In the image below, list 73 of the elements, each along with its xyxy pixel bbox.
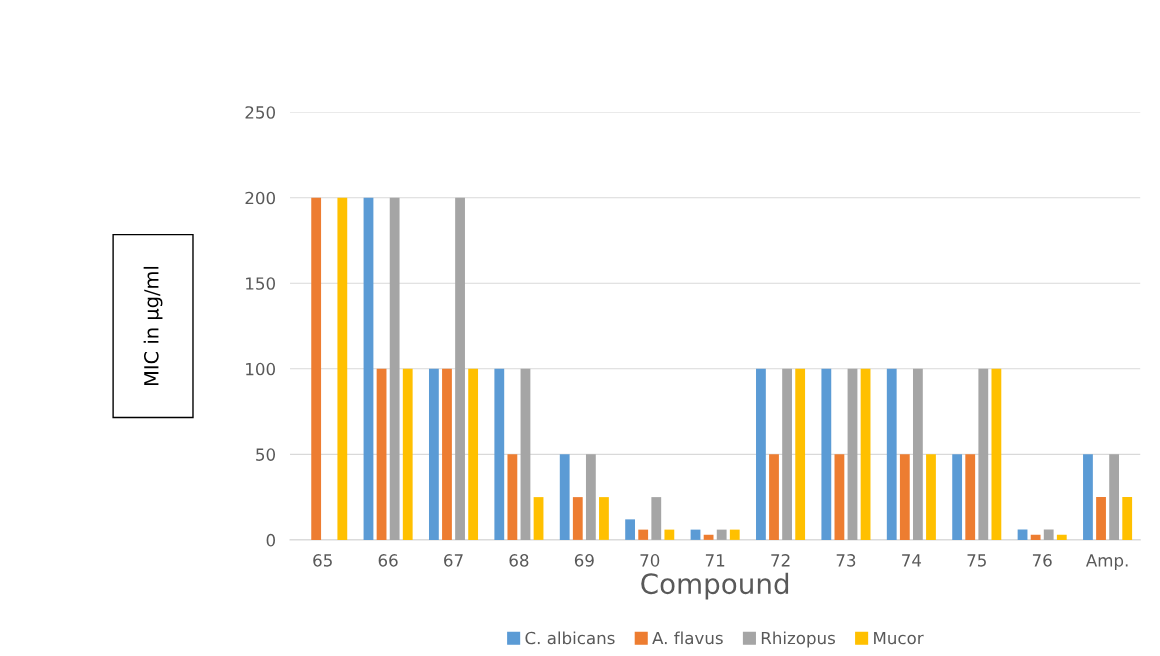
y-tick-label: 50 [256,448,275,461]
bar [533,497,544,540]
bar [926,454,936,540]
x-tick-label: 67 [444,554,463,567]
bar [1056,534,1067,540]
bar [468,368,479,540]
bar [363,197,374,540]
bar [1083,454,1093,540]
x-tick-label: 72 [771,554,790,567]
bar [376,368,387,540]
bar [337,197,348,540]
bar [599,497,609,540]
bar [860,368,871,540]
bar [912,368,923,540]
bar [769,454,779,540]
bar [795,368,806,540]
y-tick-label: 150 [246,277,275,290]
bar [520,368,531,540]
bar [507,454,518,540]
x-tick-label: 76 [1032,554,1052,567]
bar [572,497,583,540]
bar [638,529,649,540]
bar [1043,529,1054,540]
bar [847,368,858,540]
bar [729,529,740,540]
bar [782,368,792,540]
bar [664,529,675,540]
bar [965,454,976,540]
bar [991,368,1002,540]
y-tick-label: 0 [266,533,275,547]
x-axis-title: Compound [641,572,789,600]
bar [625,519,636,540]
bar [494,368,505,540]
bar [1109,454,1120,540]
legend-label: C. albicans [525,631,615,645]
x-tick-label: 70 [640,554,660,567]
y-tick-label: 100 [246,362,275,376]
bar [834,454,845,540]
bar [585,454,596,540]
bar [455,197,465,540]
bar [442,368,452,540]
bar [651,497,662,540]
bar [756,368,766,540]
bar [952,454,963,540]
x-tick-label: 69 [574,554,594,567]
bar [389,197,400,540]
x-tick-label: 65 [313,554,332,567]
x-tick-label: 68 [509,554,529,567]
y-tick-label: 200 [245,191,275,205]
legend-label: Rhizopus [761,631,835,648]
bar [886,368,897,540]
x-tick-label: 71 [705,554,725,567]
bar [703,534,714,540]
x-tick-label: Amp. [1085,554,1128,570]
legend-label: A. flavus [652,631,723,645]
bar [899,454,910,540]
legend-label: Mucor [874,631,924,645]
x-tick-label: 75 [967,554,986,567]
bar [1096,497,1106,540]
bar [1122,497,1133,540]
x-tick-label: 73 [836,554,856,567]
bar [716,529,727,540]
bar [311,197,322,540]
x-tick-label: 74 [902,554,922,567]
y-axis-title: MIC in µg/ml [143,266,163,386]
x-tick-label: 66 [378,554,398,567]
bar [428,368,439,540]
bar [821,368,832,540]
y-tick-label: 250 [245,106,275,119]
bar [402,368,413,540]
bar [1030,534,1041,540]
bar [978,368,989,540]
bar [559,454,570,540]
